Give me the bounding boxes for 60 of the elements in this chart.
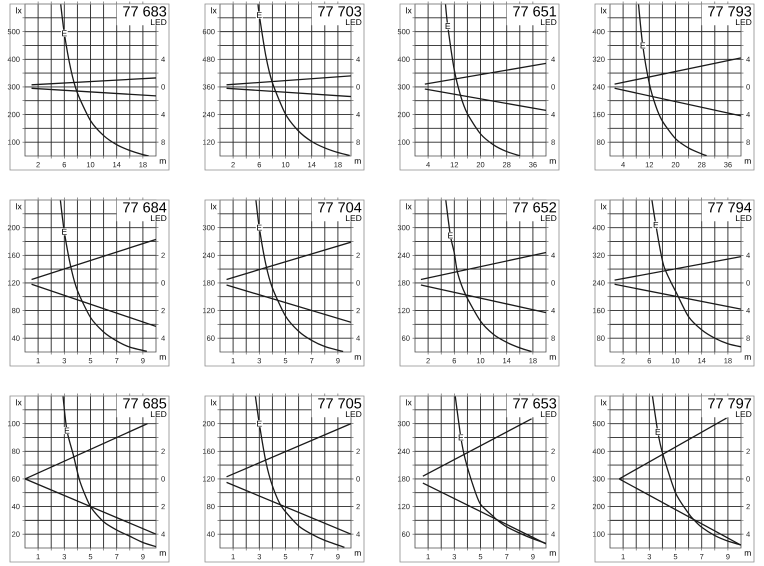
series-label: E	[257, 420, 262, 427]
y-axis-title: lx	[406, 7, 412, 14]
text: LED	[540, 19, 556, 26]
chart-title: 77 793	[708, 6, 752, 16]
text: LED	[346, 215, 362, 222]
x-axis-title: m	[550, 355, 556, 360]
x-axis-title: m	[744, 551, 751, 556]
y-axis-title: lx	[211, 203, 217, 210]
text: LED	[150, 215, 166, 222]
y-axis-title: lx	[211, 7, 217, 14]
y-axis-title: lx	[601, 7, 607, 14]
y-axis-title: lx	[16, 7, 22, 14]
text: LED	[736, 19, 752, 26]
y-axis-title: lx	[601, 399, 607, 406]
chart-title: 77 704	[318, 202, 362, 212]
chart-title: 77 705	[318, 398, 362, 408]
text: LED	[540, 215, 556, 222]
text: LED	[736, 215, 752, 222]
chart-title: 77 683	[123, 6, 166, 16]
series-label: E	[656, 429, 660, 435]
text: LED	[346, 19, 362, 26]
x-axis-title: m	[744, 159, 751, 164]
series-label: E	[257, 224, 262, 231]
series-label: E	[640, 42, 646, 48]
x-axis-title: m	[550, 551, 556, 556]
series-label: E	[448, 232, 453, 238]
y-axis-title: lx	[211, 399, 217, 406]
y-axis-title: lx	[16, 203, 22, 210]
chart-title: 77 653	[513, 398, 556, 408]
x-axis-title: m	[160, 159, 166, 164]
chart-title: 77 652	[513, 202, 556, 212]
chart-title: 77 703	[318, 6, 362, 16]
chart-title: 77 685	[123, 398, 166, 408]
x-axis-title: m	[160, 551, 166, 556]
chart-title: 77 794	[708, 202, 752, 212]
x-axis-title: m	[354, 159, 361, 164]
text: LED	[150, 19, 166, 26]
text: LED	[346, 411, 362, 418]
text: LED	[540, 411, 556, 418]
x-axis-title: m	[160, 355, 166, 360]
x-axis-title: m	[354, 551, 361, 556]
series-label: E	[654, 222, 658, 228]
text: LED	[736, 411, 752, 418]
x-axis-title: m	[550, 159, 556, 164]
series-label: E	[458, 434, 464, 440]
series-label: E	[62, 228, 67, 235]
series-label: E	[62, 30, 67, 36]
series-label: E	[446, 23, 450, 30]
text: LED	[150, 411, 166, 418]
x-axis-title: m	[744, 355, 751, 360]
y-axis-title: lx	[406, 399, 412, 406]
y-axis-title: lx	[406, 203, 412, 210]
series-label: E	[257, 12, 262, 18]
chart-title: 77 651	[513, 6, 556, 16]
chart-title: 77 797	[708, 398, 752, 408]
y-axis-title: lx	[601, 203, 607, 210]
series-label: E	[64, 428, 70, 434]
x-axis-title: m	[354, 355, 361, 360]
y-axis-title: lx	[16, 399, 22, 406]
chart-title: 77 684	[123, 202, 166, 212]
